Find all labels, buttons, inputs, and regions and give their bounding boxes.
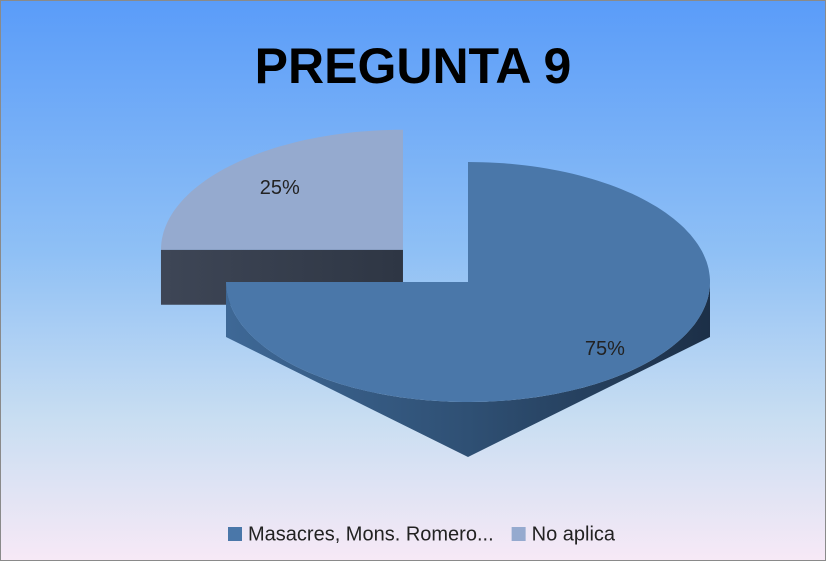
- data-label: 75%: [585, 338, 625, 360]
- legend-swatch: [511, 527, 526, 541]
- pie-slice: [226, 162, 710, 402]
- legend-swatch: [228, 527, 242, 541]
- legend-label: Masacres, Mons. Romero...: [248, 523, 494, 545]
- data-label: 25%: [260, 177, 300, 199]
- pie-side: [226, 282, 710, 457]
- legend-label: No aplica: [532, 523, 616, 545]
- pie-slice: [161, 129, 403, 250]
- chart-title: PREGUNTA 9: [255, 38, 572, 94]
